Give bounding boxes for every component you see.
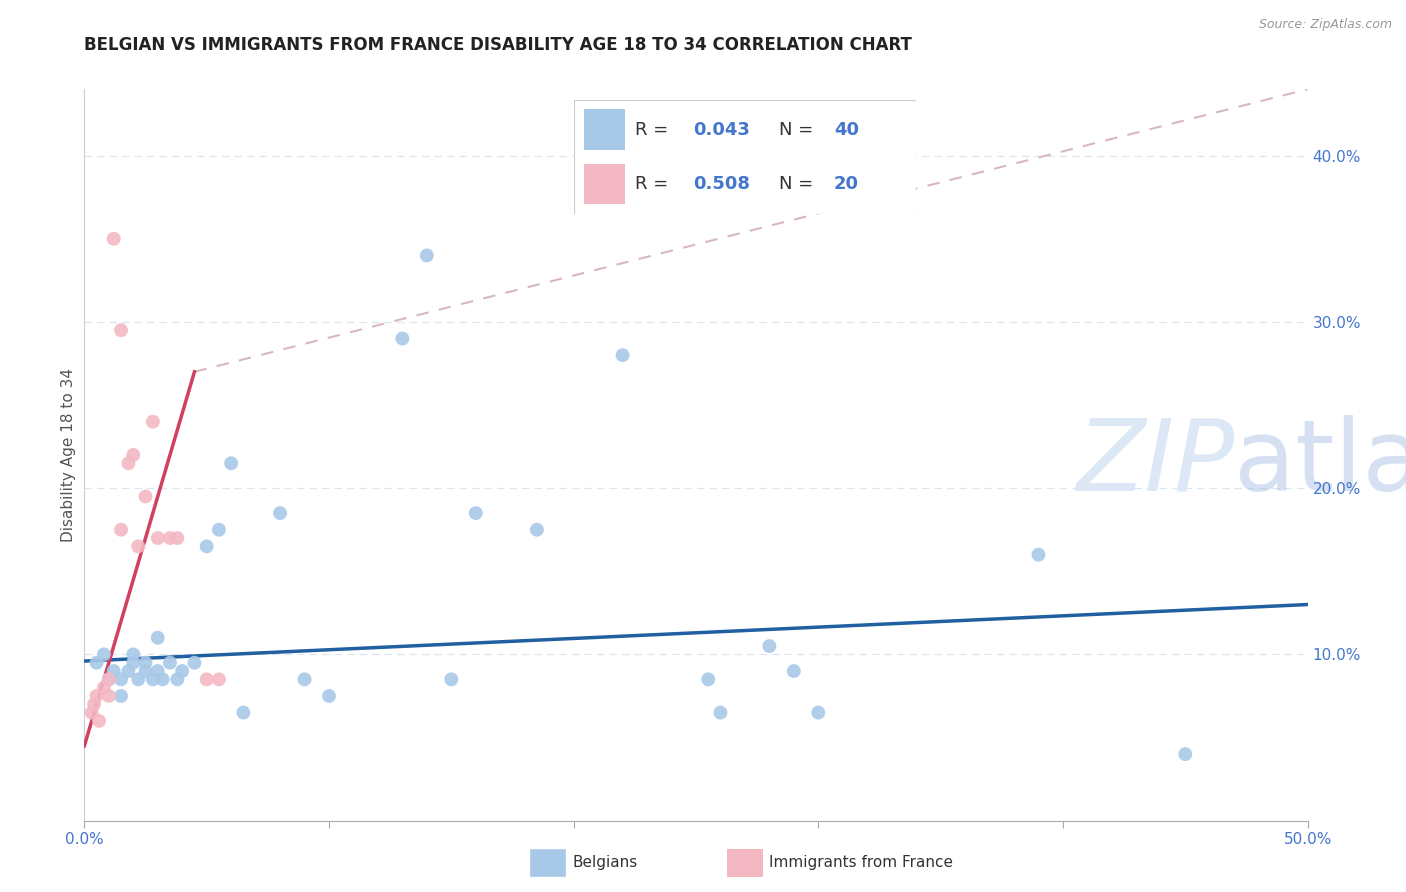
Point <box>709 706 731 720</box>
Point <box>166 673 188 687</box>
Point <box>807 706 830 720</box>
Point <box>208 523 231 537</box>
Point <box>318 689 340 703</box>
Point <box>146 664 169 678</box>
Point <box>97 689 120 703</box>
Point <box>612 348 634 362</box>
Point <box>159 531 181 545</box>
Point <box>464 506 486 520</box>
Point <box>152 673 174 687</box>
Point <box>86 656 108 670</box>
Point <box>93 648 115 662</box>
Point <box>87 714 110 728</box>
Point <box>110 323 132 337</box>
Text: atlas: atlas <box>1234 415 1406 512</box>
Point <box>758 639 780 653</box>
Point <box>86 689 108 703</box>
Point <box>440 673 463 687</box>
Point <box>93 681 115 695</box>
Point <box>172 664 194 678</box>
Point <box>80 706 103 720</box>
Point <box>1174 747 1197 761</box>
Point <box>783 664 806 678</box>
Point <box>697 673 720 687</box>
Point <box>117 664 139 678</box>
Text: BELGIAN VS IMMIGRANTS FROM FRANCE DISABILITY AGE 18 TO 34 CORRELATION CHART: BELGIAN VS IMMIGRANTS FROM FRANCE DISABI… <box>84 36 912 54</box>
Point <box>1028 548 1050 562</box>
Point <box>166 531 188 545</box>
Point <box>103 232 125 246</box>
Point <box>416 248 439 262</box>
Point <box>135 656 157 670</box>
Point <box>269 506 291 520</box>
Point <box>110 689 132 703</box>
Point <box>183 656 205 670</box>
Point <box>97 673 120 687</box>
Point <box>294 673 316 687</box>
Point <box>97 673 120 687</box>
Point <box>526 523 548 537</box>
Point <box>146 531 169 545</box>
Point <box>142 415 165 429</box>
Point <box>110 673 132 687</box>
Point <box>159 656 181 670</box>
Point <box>135 490 157 504</box>
Point <box>110 523 132 537</box>
Y-axis label: Disability Age 18 to 34: Disability Age 18 to 34 <box>60 368 76 542</box>
Point <box>195 673 218 687</box>
Point <box>83 698 105 712</box>
Point <box>391 332 413 346</box>
Point <box>127 539 149 553</box>
Point <box>127 673 149 687</box>
Point <box>142 673 165 687</box>
Point <box>103 664 125 678</box>
Text: Belgians: Belgians <box>572 855 637 870</box>
Text: ZIP: ZIP <box>1076 415 1234 512</box>
Point <box>219 456 242 470</box>
Point <box>117 456 139 470</box>
Text: Source: ZipAtlas.com: Source: ZipAtlas.com <box>1258 18 1392 31</box>
Point <box>122 448 145 462</box>
Point <box>146 631 169 645</box>
Text: Immigrants from France: Immigrants from France <box>769 855 953 870</box>
Point <box>122 656 145 670</box>
Point <box>208 673 231 687</box>
Point <box>195 539 218 553</box>
Point <box>135 664 157 678</box>
Point <box>122 648 145 662</box>
Point <box>232 706 254 720</box>
